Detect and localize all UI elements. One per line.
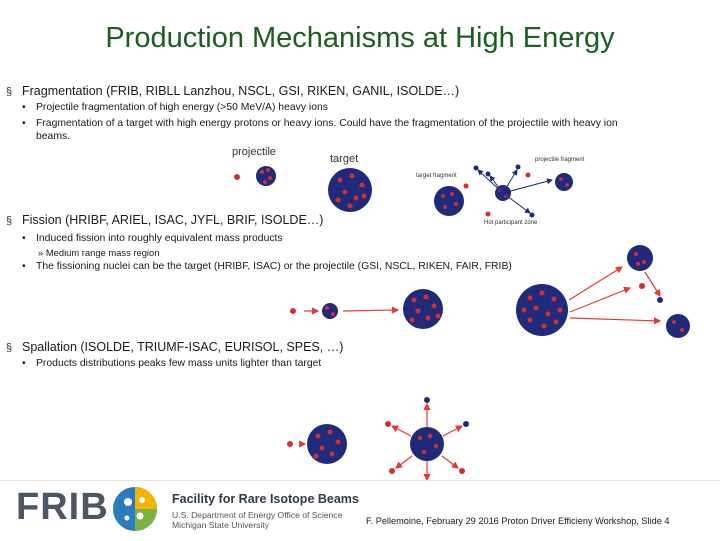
fragmentation-point-1: • Projectile fragmentation of high energy…: [22, 102, 328, 113]
slide-credit: F. Pellemoine, February 29 2016 Proton D…: [366, 516, 670, 526]
fragmentation-point-2-cont: beams.: [36, 131, 71, 142]
fission-subpoint: » Medium range mass region: [38, 247, 160, 258]
fission-fragment-1: [627, 245, 653, 271]
section-fragmentation-heading: § Fragmentation (FRIB, RIBLL Lanzhou, NSC…: [6, 84, 460, 98]
label-participant-zone: Hot participant zone: [484, 220, 538, 226]
fragmentation-target-fragment: [434, 186, 464, 216]
footer-org-name: Facility for Rare Isotope Beams: [172, 492, 359, 506]
frib-logo-text: FRIB: [16, 486, 109, 528]
slide-title: Production Mechanisms at High Energy: [105, 22, 615, 54]
spallation-target-nucleus: [307, 424, 347, 464]
label-target: target: [330, 153, 359, 165]
fission-proton: [290, 308, 296, 314]
section-spallation-heading: § Spallation (ISOLDE, TRIUMF-ISAC, EURISO…: [6, 340, 344, 354]
fission-point-1: • Induced fission into roughly equivalent…: [22, 233, 283, 244]
label-projectile-fragment: projectile fragment: [535, 157, 585, 163]
fission-fragment-2: [666, 314, 690, 338]
label-projectile: projectile: [232, 146, 277, 158]
label-target-fragment: target fragment: [416, 173, 457, 179]
footer-doe-line: U.S. Department of Energy Office of Scie…: [172, 510, 343, 520]
fragmentation-projectile-fragment: [555, 173, 573, 191]
title-bar: [0, 0, 720, 76]
fission-point-2: • The fissioning nuclei can be the target…: [22, 261, 512, 272]
fission-target-nucleus: [403, 289, 443, 329]
fission-projectile-nucleus: [322, 303, 338, 319]
section-fission-heading: § Fission (HRIBF, ARIEL, ISAC, JYFL, BRIF…: [6, 213, 324, 227]
spallation-residue: [410, 427, 444, 461]
spallation-proton: [287, 441, 293, 447]
fragmentation-point-2: • Fragmentation of a target with high ene…: [22, 118, 618, 129]
fragmentation-proton: [234, 174, 240, 180]
content-area: [0, 76, 720, 480]
footer-msu-line: Michigan State University: [172, 520, 269, 530]
spallation-point-1: • Products distributions peaks few mass u…: [22, 358, 322, 369]
